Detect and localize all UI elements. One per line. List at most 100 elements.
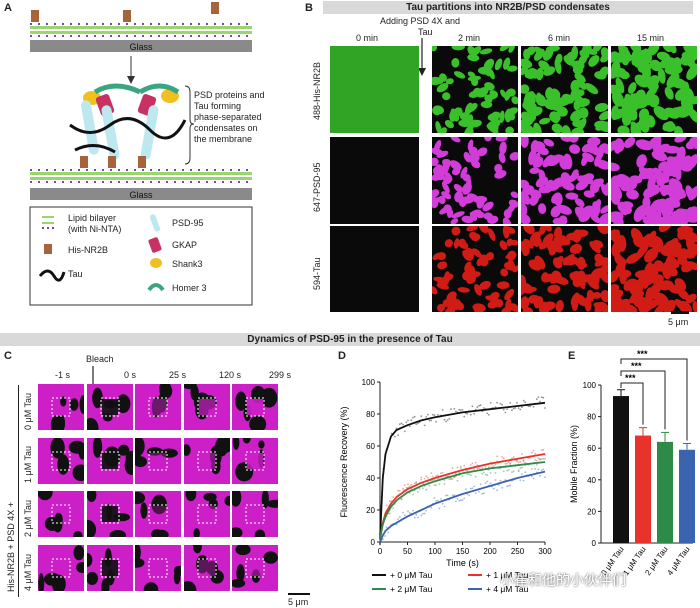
d-point <box>530 468 533 470</box>
d-point <box>530 451 533 454</box>
e-sig-bracket-2 <box>620 358 688 441</box>
d-point <box>435 475 437 477</box>
d-point <box>458 408 461 411</box>
d-point <box>489 402 492 404</box>
frap-image-r0-c2 <box>135 384 181 430</box>
d-point <box>436 414 439 416</box>
panel-e-letter: E <box>568 350 576 362</box>
d-point <box>405 421 408 424</box>
d-point <box>522 399 525 402</box>
e-ytick-label: 100 <box>583 381 597 390</box>
d-point <box>544 407 546 409</box>
d-point <box>402 489 404 492</box>
d-point <box>422 487 424 490</box>
d-point <box>455 410 457 413</box>
d-point <box>385 526 388 528</box>
d-point <box>492 465 495 467</box>
d-point <box>512 407 515 410</box>
d-point <box>517 470 520 473</box>
d-series-line-0 <box>379 401 546 539</box>
d-point <box>463 497 466 500</box>
d-point <box>397 489 399 492</box>
bleach-label: Bleach <box>86 354 114 364</box>
d-point <box>400 498 403 501</box>
scale-bar-b <box>671 311 689 314</box>
d-ytick-label: 80 <box>366 410 375 419</box>
d-point <box>479 483 482 486</box>
section-title: Dynamics of PSD-95 in the presence of Ta… <box>0 333 700 346</box>
d-point <box>453 407 456 410</box>
d-point <box>539 400 541 403</box>
d-point <box>496 455 498 458</box>
d-point <box>469 464 472 466</box>
d-point <box>451 478 454 480</box>
time-15min: 15 min <box>637 33 665 43</box>
d-point <box>522 459 525 462</box>
c-side-bracket <box>18 385 19 597</box>
e-bar-2 <box>657 441 673 543</box>
d-point <box>455 472 457 475</box>
d-point <box>519 408 522 411</box>
d-point <box>509 463 512 465</box>
c-time-1: 0 s <box>124 370 137 380</box>
d-point <box>504 479 507 481</box>
d-point <box>517 461 520 464</box>
d-point <box>389 512 391 515</box>
scale-bar-c <box>288 593 310 595</box>
panel-a-schematic: Glass Glass <box>29 2 253 306</box>
d-point <box>478 490 480 493</box>
d-point <box>423 512 426 515</box>
condensate-illustration <box>69 83 187 160</box>
d-legend-label-3: + 4 μM Tau <box>486 584 529 594</box>
d-point <box>459 499 462 502</box>
panel-a-letter: A <box>4 2 12 14</box>
d-point <box>532 477 535 480</box>
e-ytick-label: 0 <box>592 539 597 548</box>
d-point <box>448 478 451 480</box>
legend-nr2b: His-NR2B <box>68 245 109 255</box>
d-point <box>507 461 510 464</box>
d-point <box>474 461 477 464</box>
d-point <box>494 472 497 474</box>
panel-d-letter: D <box>338 350 346 362</box>
d-point <box>542 457 545 460</box>
d-point <box>483 407 485 409</box>
top-membrane <box>30 2 252 52</box>
d-point <box>402 423 404 426</box>
d-point <box>504 411 507 414</box>
d-ytick-label: 40 <box>366 474 375 483</box>
d-ytick-label: 20 <box>366 506 375 515</box>
d-point <box>494 479 497 481</box>
d-point <box>423 477 426 480</box>
d-point <box>461 475 464 478</box>
d-point <box>459 465 462 468</box>
d-point <box>534 458 536 461</box>
d-point <box>440 472 442 475</box>
d-point <box>542 468 545 471</box>
d-point <box>407 510 409 513</box>
d-point <box>537 468 540 471</box>
d-point <box>443 483 446 485</box>
micrograph-b-r2-c1 <box>432 226 518 312</box>
d-ytick-label: 60 <box>366 442 375 451</box>
d-point <box>430 419 433 422</box>
d-point <box>514 407 517 409</box>
d-point <box>512 470 515 473</box>
d-point <box>379 543 381 546</box>
frap-image-r3-c4 <box>232 545 278 591</box>
d-point <box>466 469 469 472</box>
down-arrow-icon <box>418 38 426 76</box>
e-sig-label-0: *** <box>625 373 636 383</box>
d-point <box>524 471 527 474</box>
d-point <box>483 492 485 495</box>
d-point <box>540 396 543 399</box>
d-legend-label-0: + 0 μM Tau <box>390 570 433 580</box>
d-point <box>463 464 466 467</box>
d-point <box>435 420 437 423</box>
c-time-3: 120 s <box>219 370 242 380</box>
row-label-nr2b: 488-His-NR2B <box>312 61 322 120</box>
d-point <box>389 500 391 503</box>
d-point <box>461 499 464 501</box>
d-point <box>398 516 401 519</box>
d-point <box>519 461 522 463</box>
